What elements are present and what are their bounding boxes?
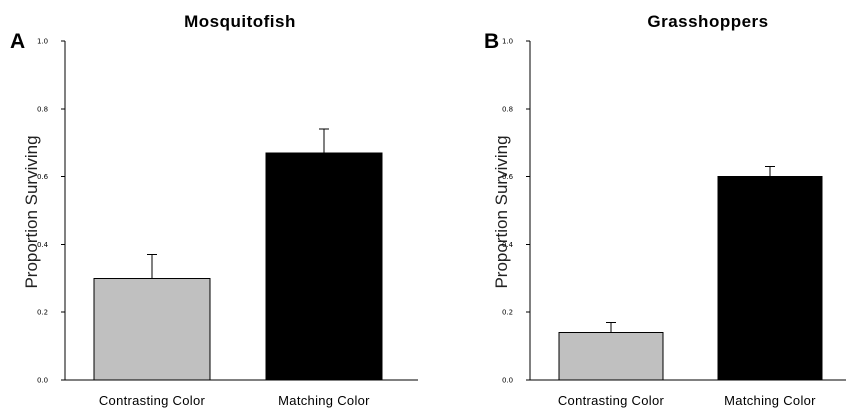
bars bbox=[558, 165, 823, 381]
panel-letter: A bbox=[10, 30, 25, 53]
y-tick-label: 0.6 bbox=[37, 173, 49, 181]
y-tick-label: 0.8 bbox=[37, 105, 48, 113]
y-tick-label: 0.4 bbox=[37, 241, 49, 249]
panel-letter: B bbox=[484, 30, 499, 53]
y-axis-label: Proportion Surviving bbox=[492, 135, 511, 288]
chart-title: Grasshoppers bbox=[647, 12, 768, 31]
bar bbox=[93, 277, 211, 381]
x-tick-label: Matching Color bbox=[724, 393, 816, 408]
x-tick-label: Contrasting Color bbox=[558, 393, 665, 408]
bars bbox=[93, 128, 383, 381]
y-tick-label: 0.6 bbox=[502, 173, 514, 181]
y-axis-ticks: 0.0 0.2 0.4 0.6 0.8 1.0 bbox=[502, 38, 530, 385]
x-tick-label: Matching Color bbox=[278, 393, 370, 408]
panel-a: A Mosquitofish Proportion Surviving 0.00… bbox=[10, 12, 418, 408]
y-tick-label: 0.2 bbox=[502, 309, 513, 317]
bar bbox=[265, 152, 383, 381]
bar bbox=[717, 176, 823, 381]
y-tick-label: 1.0 bbox=[502, 38, 513, 46]
y-tick-label: 0.2 bbox=[37, 309, 48, 317]
y-tick-label: 0.4 bbox=[502, 241, 514, 249]
y-tick-label: 0.0 bbox=[502, 377, 513, 385]
panel-b: B Grasshoppers Proportion Surviving 0.00… bbox=[484, 12, 846, 408]
y-tick-label: 0.8 bbox=[502, 105, 513, 113]
y-tick-label: 1.0 bbox=[37, 38, 48, 46]
y-tick-label: 0.0 bbox=[37, 377, 48, 385]
y-axis-ticks: 0.0 0.2 0.4 0.6 0.8 1.0 bbox=[37, 38, 65, 385]
chart-title: Mosquitofish bbox=[184, 12, 296, 31]
x-axis-tick-labels: Contrasting Color Matching Color bbox=[558, 393, 816, 408]
y-axis-label: Proportion Surviving bbox=[22, 135, 41, 288]
x-tick-label: Contrasting Color bbox=[99, 393, 206, 408]
bar bbox=[558, 332, 664, 381]
x-axis-tick-labels: Contrasting Color Matching Color bbox=[99, 393, 370, 408]
